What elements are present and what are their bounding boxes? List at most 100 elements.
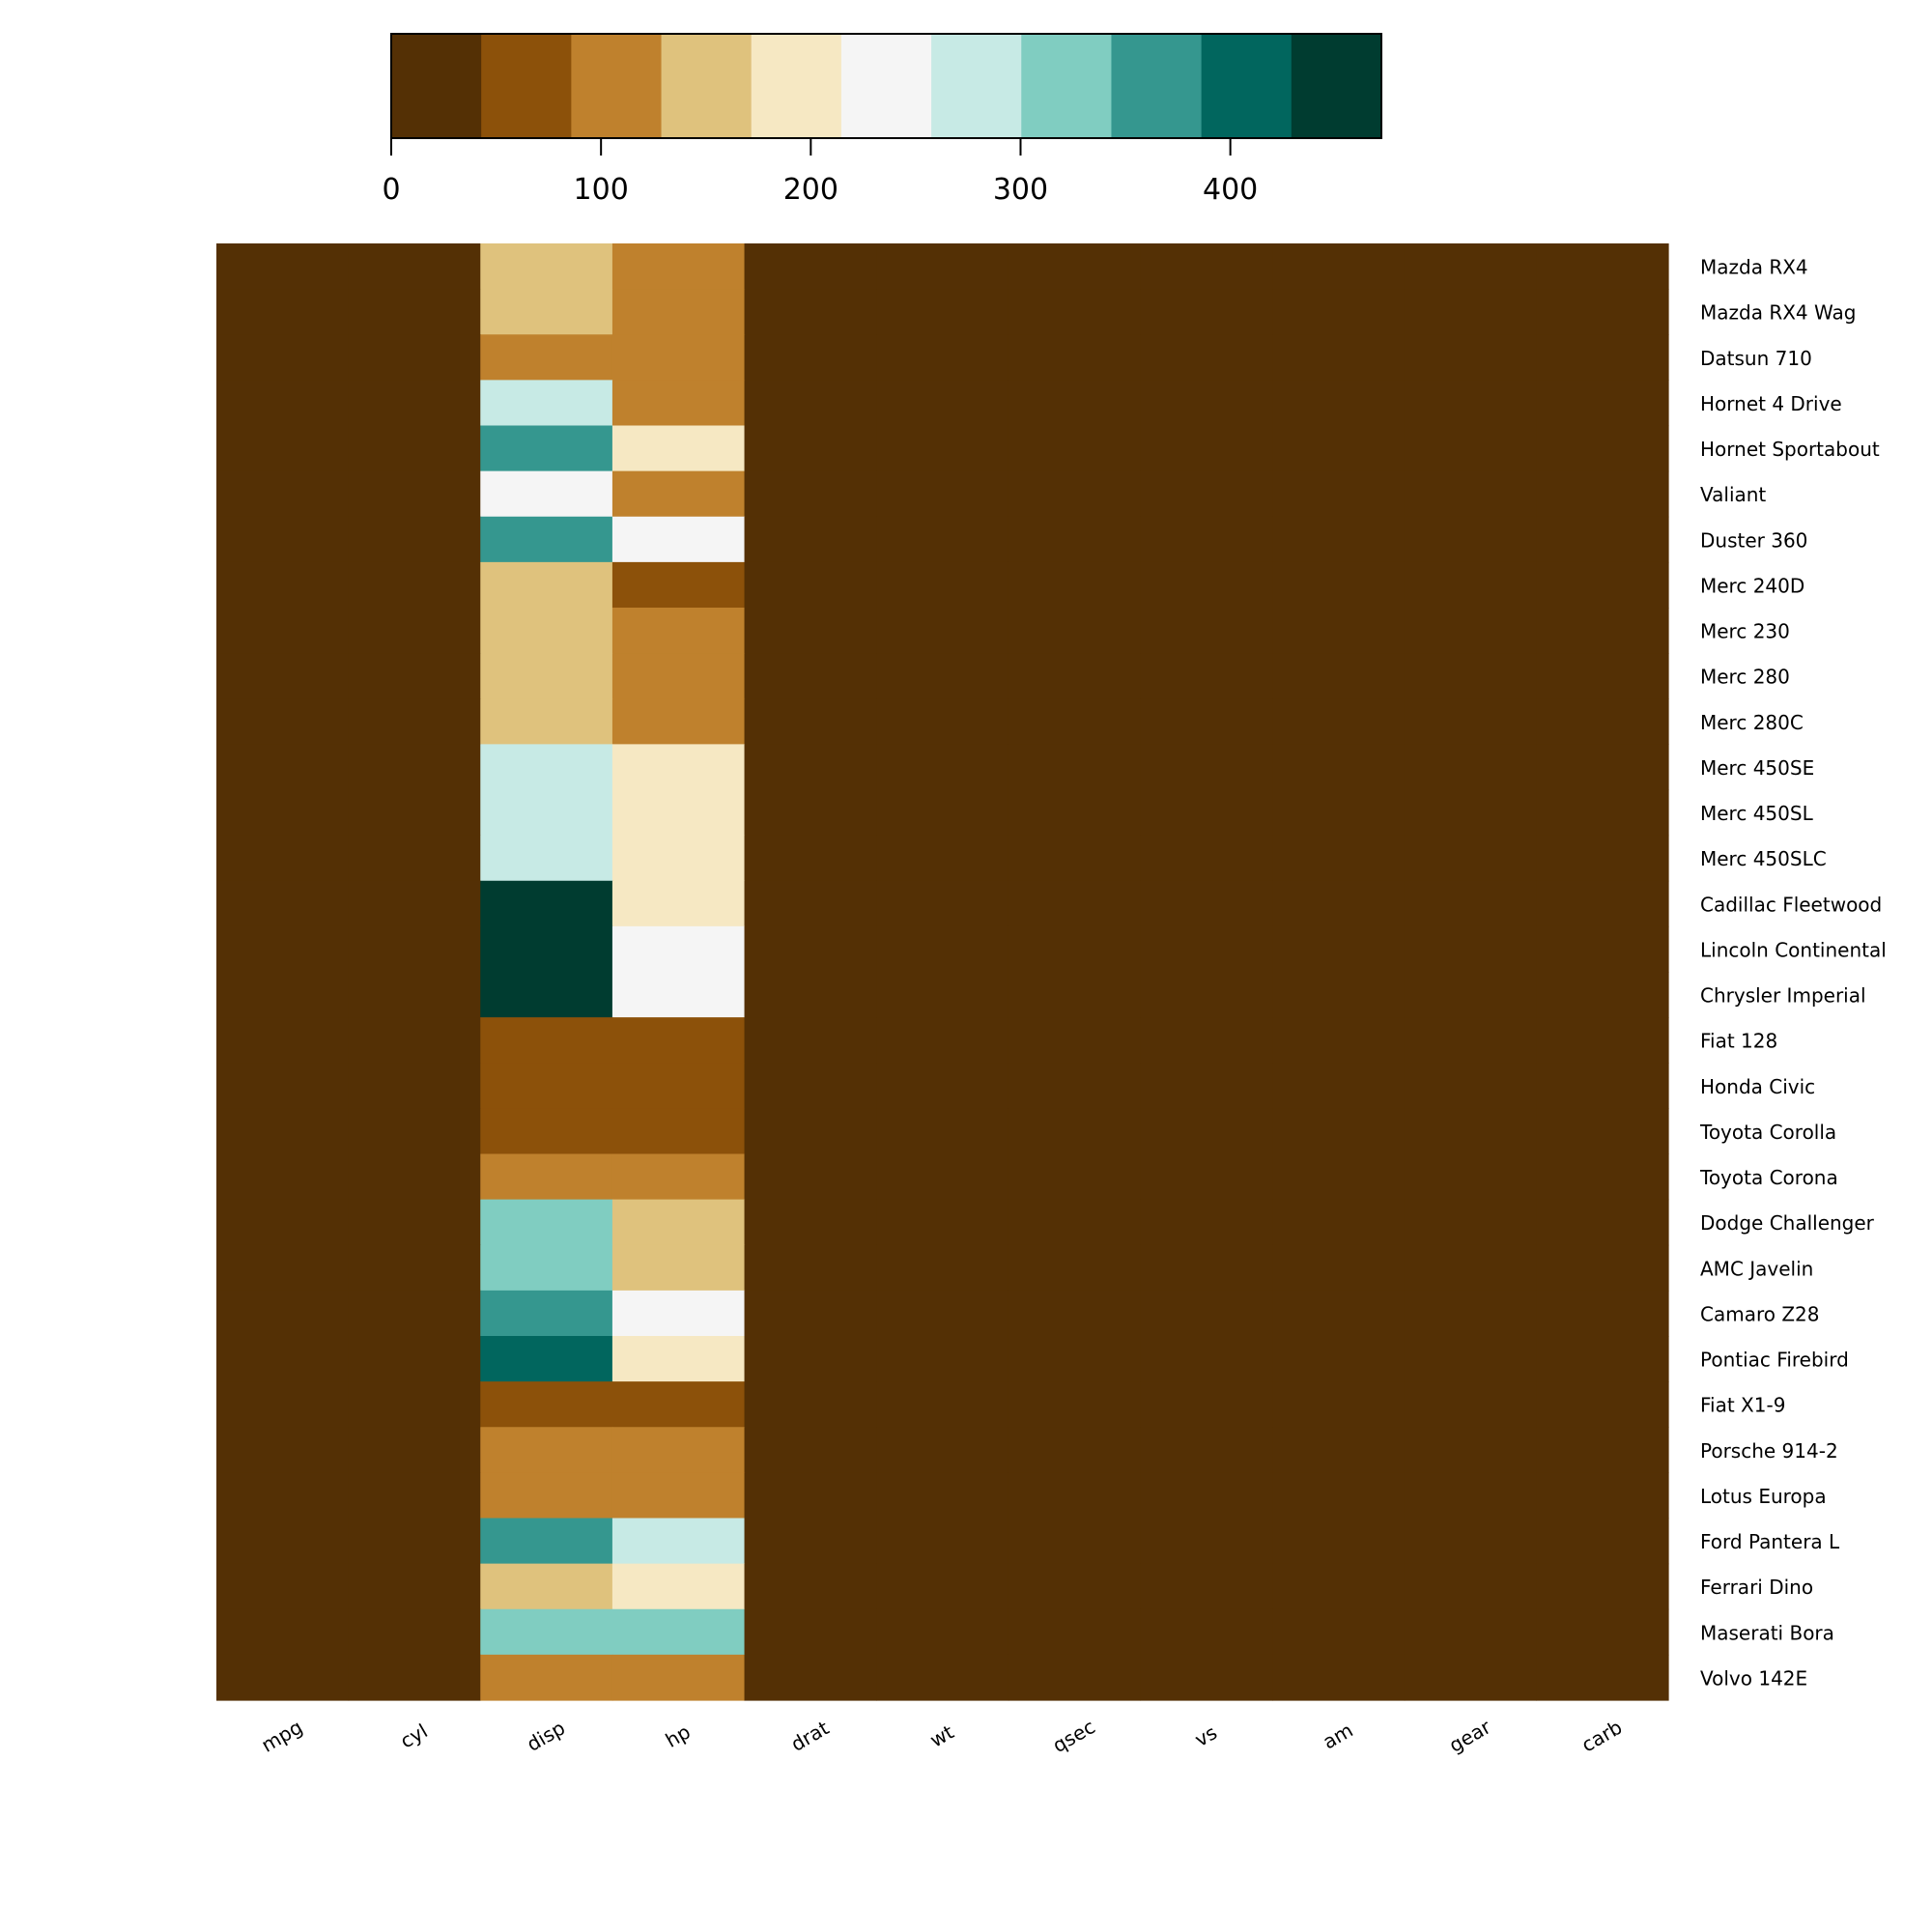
heatmap-cell <box>1272 289 1406 335</box>
heatmap-cell <box>1008 1108 1142 1155</box>
heatmap-cell <box>744 925 877 973</box>
row-label: Merc 280C <box>1700 711 1804 734</box>
heatmap-cell <box>480 1381 613 1428</box>
row-label: Duster 360 <box>1700 528 1807 552</box>
heatmap-cell <box>1536 1017 1669 1064</box>
heatmap-cell <box>480 972 613 1018</box>
heatmap-cell <box>1536 972 1669 1018</box>
heatmap-cell <box>348 380 481 427</box>
column-label: gear <box>1445 1715 1495 1757</box>
heatmap-cell <box>1404 608 1537 654</box>
heatmap-cell <box>216 1608 350 1656</box>
heatmap-cell <box>348 1654 481 1701</box>
heatmap-cell <box>480 789 613 837</box>
row-label: Fiat 128 <box>1700 1030 1777 1053</box>
heatmap-cell <box>216 1017 350 1064</box>
heatmap-cell <box>348 1108 481 1155</box>
heatmap-cell <box>1008 1608 1142 1656</box>
row-label: Dodge Challenger <box>1700 1211 1875 1235</box>
heatmap-cell <box>744 1518 877 1565</box>
heatmap-cell <box>348 425 481 472</box>
heatmap-cell <box>876 289 1009 335</box>
heatmap-cell <box>348 1244 481 1292</box>
heatmap-cell <box>876 1063 1009 1109</box>
row-label: Volvo 142E <box>1700 1666 1807 1690</box>
heatmap-cell <box>348 1608 481 1656</box>
heatmap-cell <box>744 698 877 745</box>
heatmap-cell <box>876 334 1009 381</box>
heatmap-cell <box>1536 835 1669 882</box>
heatmap-cell <box>1404 744 1537 791</box>
column-label: drat <box>787 1716 834 1755</box>
heatmap-cell <box>876 1290 1009 1337</box>
heatmap-cell <box>348 1472 481 1520</box>
column-label: mpg <box>257 1716 306 1757</box>
heatmap-cell <box>216 243 350 290</box>
heatmap-cell <box>876 608 1009 654</box>
heatmap-cell <box>216 425 350 472</box>
heatmap-cell <box>480 561 613 609</box>
heatmap-cell <box>1008 1518 1142 1565</box>
heatmap-cell <box>348 653 481 699</box>
heatmap-cell <box>1536 608 1669 654</box>
heatmap-cell <box>744 561 877 609</box>
heatmap-cell <box>1140 334 1273 381</box>
heatmap-cell <box>1272 1336 1406 1382</box>
heatmap-cell <box>216 972 350 1018</box>
heatmap-cell <box>611 835 746 882</box>
heatmap-cell <box>348 470 481 518</box>
heatmap-cell <box>348 1563 481 1610</box>
heatmap-cell <box>876 243 1009 290</box>
heatmap-cell <box>216 1199 350 1246</box>
heatmap-cell <box>480 380 613 427</box>
heatmap-cell <box>1404 1063 1537 1109</box>
heatmap-cell <box>348 289 481 335</box>
heatmap-cell <box>744 425 877 472</box>
heatmap-cell <box>611 972 746 1018</box>
heatmap-cell <box>744 1199 877 1246</box>
heatmap-cell <box>744 972 877 1018</box>
heatmap-cell <box>744 1108 877 1155</box>
heatmap-cell <box>216 1244 350 1292</box>
heatmap-cell <box>1404 1654 1537 1701</box>
heatmap-cell <box>480 425 613 472</box>
heatmap-cell <box>216 1108 350 1155</box>
heatmap-cell <box>1404 380 1537 427</box>
heatmap-cell <box>876 1336 1009 1382</box>
heatmap-cell <box>611 653 746 699</box>
heatmap-cell <box>876 516 1009 563</box>
heatmap-cell <box>611 1244 746 1292</box>
heatmap-cell <box>1008 1199 1142 1246</box>
colorbar-tick-label: 100 <box>574 173 629 207</box>
row-label: Toyota Corolla <box>1699 1121 1836 1144</box>
heatmap-cell <box>480 1336 613 1382</box>
heatmap-cell <box>1140 1290 1273 1337</box>
heatmap-cell <box>611 1336 746 1382</box>
heatmap-cell <box>1536 425 1669 472</box>
heatmap-cell <box>876 1472 1009 1520</box>
row-label: Ferrari Dino <box>1700 1576 1813 1599</box>
colorbar-tick-label: 400 <box>1203 173 1258 207</box>
heatmap-cell <box>216 380 350 427</box>
heatmap-cell <box>1272 789 1406 837</box>
heatmap-cell <box>1272 698 1406 745</box>
heatmap-cell <box>611 925 746 973</box>
heatmap-cell <box>744 789 877 837</box>
heatmap-cell <box>611 1654 746 1701</box>
row-label: Merc 240D <box>1700 574 1804 597</box>
heatmap-cell <box>1272 1017 1406 1064</box>
heatmap-cell <box>348 1153 481 1201</box>
heatmap-cell <box>1404 1108 1537 1155</box>
heatmap-cell <box>216 653 350 699</box>
heatmap-cell <box>876 1153 1009 1201</box>
heatmap-cell <box>1008 789 1142 837</box>
heatmap-cell <box>876 653 1009 699</box>
heatmap-cell <box>348 972 481 1018</box>
heatmap-cell <box>876 561 1009 609</box>
heatmap-cell <box>1536 1381 1669 1428</box>
heatmap-cell <box>216 1290 350 1337</box>
heatmap-cell <box>1272 608 1406 654</box>
heatmap-cell <box>1272 653 1406 699</box>
column-label: vs <box>1191 1720 1221 1751</box>
heatmap-cell <box>348 1381 481 1428</box>
